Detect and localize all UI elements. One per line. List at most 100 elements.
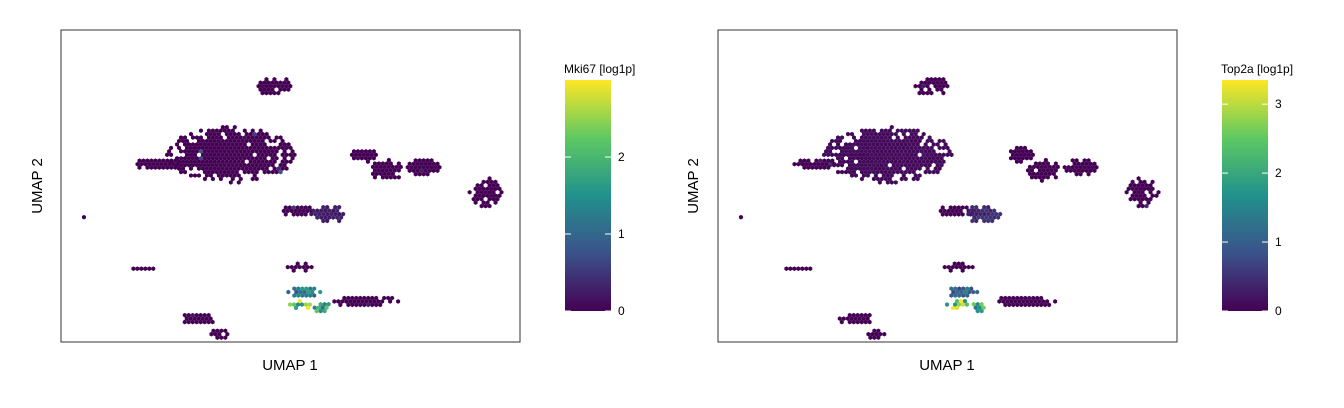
hex-bin — [358, 302, 363, 308]
hex-bin — [258, 87, 263, 92]
hex-bin — [182, 319, 187, 325]
hex-bin — [321, 218, 326, 224]
hex-bin — [935, 162, 940, 168]
hex-bin — [210, 169, 215, 175]
hex-bin — [222, 162, 227, 168]
hex-bin — [270, 169, 275, 175]
hex-bin — [149, 158, 154, 164]
hex-bin — [211, 328, 216, 334]
hex-bin — [917, 138, 922, 144]
hex-bin — [1148, 196, 1153, 202]
hex-bin — [485, 179, 490, 185]
hex-bin — [822, 152, 827, 158]
hex-bin — [822, 158, 827, 164]
hex-bin — [236, 173, 241, 178]
hex-bin — [966, 264, 971, 270]
hex-bin — [844, 142, 848, 147]
hex-bin — [238, 149, 243, 154]
hex-bin — [855, 162, 860, 168]
hex-bin — [254, 162, 259, 168]
hex-bin — [370, 302, 375, 308]
hex-bin — [276, 83, 281, 89]
hex-bin — [210, 162, 215, 168]
hex-bin — [1019, 302, 1024, 308]
hex-bin — [325, 211, 330, 217]
hex-bin — [382, 164, 387, 170]
hex-bin — [145, 165, 150, 170]
hex-bin — [268, 159, 273, 164]
hex-bin — [396, 299, 401, 304]
hex-bin — [980, 215, 985, 220]
y-axis-label: UMAP 2 — [29, 158, 46, 214]
hex-bin — [297, 208, 302, 214]
hex-bin — [376, 161, 381, 166]
hex-bin — [876, 335, 881, 340]
hex-bin — [183, 155, 188, 161]
hex-bin — [1012, 155, 1017, 161]
hex-bin — [285, 264, 290, 270]
panel-top2a: UMAP 1 UMAP 2 Top2a [log1p] 0 1 2 3 — [685, 29, 1293, 374]
hex-bin — [945, 302, 950, 307]
hex-bin — [875, 142, 880, 147]
hex-bin — [1037, 168, 1042, 173]
hex-bin — [1092, 168, 1097, 174]
hex-bin — [264, 152, 269, 158]
hex-bin — [837, 316, 842, 321]
hex-bin — [244, 145, 249, 151]
hex-bin — [260, 159, 265, 164]
hex-bin — [204, 166, 209, 171]
hex-bin — [276, 166, 281, 171]
hex-bin — [366, 295, 371, 301]
hex-bin — [881, 131, 886, 137]
hex-bin — [971, 289, 976, 295]
hex-bin — [216, 152, 221, 158]
hex-bin — [958, 298, 963, 304]
hex-bin — [256, 138, 261, 144]
hex-bin — [473, 200, 478, 205]
hex-bin — [246, 149, 251, 154]
hex-bin — [431, 168, 436, 174]
hex-bin — [847, 162, 852, 168]
hex-bin — [935, 142, 940, 147]
hex-bin — [895, 162, 900, 168]
hex-bin — [360, 299, 365, 304]
hex-bin — [479, 196, 484, 202]
colorbar-title: Top2a [log1p] — [1221, 62, 1293, 76]
hex-bin — [256, 166, 261, 171]
hex-bin — [1033, 175, 1038, 180]
hex-bin — [1094, 164, 1099, 170]
hex-bin — [960, 268, 965, 273]
hex-bin — [208, 131, 213, 137]
hex-bin — [242, 128, 247, 133]
hex-bin — [485, 186, 490, 192]
hex-bin — [881, 173, 886, 178]
plot-area-frame — [60, 29, 521, 343]
hex-bin — [183, 149, 188, 154]
hex-bin — [179, 169, 184, 175]
hex-bin — [952, 205, 957, 210]
hex-bin — [901, 152, 906, 158]
hex-bin — [230, 169, 235, 175]
hex-bin — [344, 299, 349, 304]
hex-bin — [272, 90, 277, 96]
hex-bin — [222, 169, 227, 175]
hex-bin — [268, 83, 273, 89]
hex-bin — [873, 138, 878, 144]
hex-bin — [272, 166, 277, 171]
hex-bin — [865, 138, 870, 144]
hex-bin — [1009, 299, 1014, 304]
hex-bin — [1008, 149, 1013, 154]
hex-bin — [1035, 295, 1040, 301]
hex-bin — [1008, 155, 1013, 161]
hex-bin — [236, 180, 241, 185]
hex-bin — [137, 165, 142, 170]
hex-bin — [921, 131, 926, 137]
hex-bin — [1148, 189, 1153, 195]
hex-bin — [226, 128, 231, 133]
hex-bin — [260, 131, 265, 137]
hex-bin — [846, 145, 850, 151]
hex-bin — [208, 316, 213, 321]
x-axis-label: UMAP 1 — [262, 357, 318, 374]
hex-bin — [250, 169, 255, 175]
hex-bin — [224, 124, 229, 130]
